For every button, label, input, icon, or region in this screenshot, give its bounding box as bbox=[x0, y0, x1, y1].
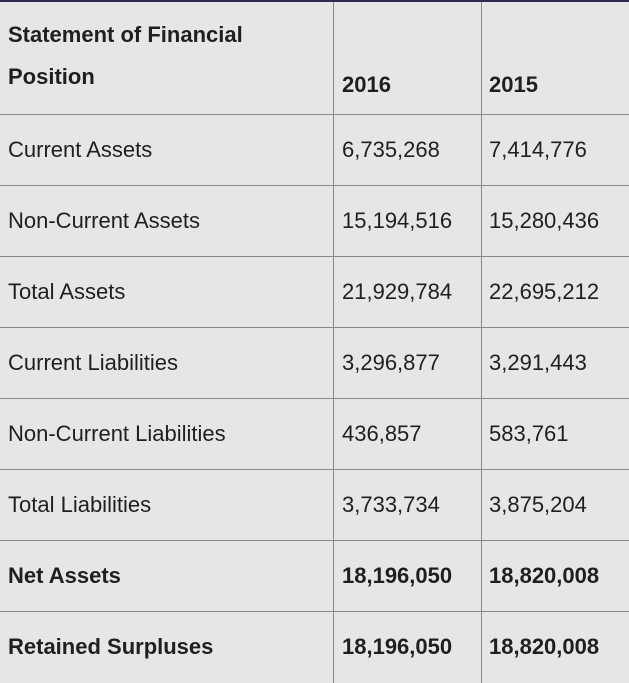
header-2016: 2016 bbox=[334, 2, 482, 114]
table-row: Non-Current Assets 15,194,516 15,280,436 bbox=[0, 186, 629, 257]
table-row: Total Assets 21,929,784 22,695,212 bbox=[0, 257, 629, 328]
cell-2015: 3,291,443 bbox=[489, 349, 587, 375]
row-label: Total Assets bbox=[0, 257, 334, 327]
cell-2015: 583,761 bbox=[489, 420, 569, 446]
cell-2016: 6,735,268 bbox=[334, 115, 482, 185]
cell-2016: 15,194,516 bbox=[334, 186, 482, 256]
cell-2015: 18,820,008 bbox=[489, 562, 600, 588]
row-label: Non-Current Liabilities bbox=[0, 399, 334, 469]
row-label: Total Liabilities bbox=[0, 470, 334, 540]
table-row-net-assets: Net Assets 18,196,050 18,820,008 bbox=[0, 541, 629, 612]
cell-2016: 3,733,734 bbox=[334, 470, 482, 540]
table-row-retained-surpluses: Retained Surpluses 18,196,050 18,820,008 bbox=[0, 612, 629, 683]
header-statement-label: Statement of Financial Position bbox=[0, 2, 334, 114]
cell-2015: 15,280,436 bbox=[489, 207, 600, 233]
row-label: Net Assets bbox=[0, 541, 334, 611]
cell-2015: 18,820,008 bbox=[489, 634, 600, 660]
cell-2016: 3,296,877 bbox=[334, 328, 482, 398]
cell-2016: 21,929,784 bbox=[334, 257, 482, 327]
cell-2015: 3,875,204 bbox=[489, 491, 587, 517]
row-label: Current Liabilities bbox=[0, 328, 334, 398]
cell-2015: 22,695,212 bbox=[489, 278, 600, 304]
table-row: Current Assets 6,735,268 7,414,776 bbox=[0, 115, 629, 186]
header-2015: 2015 bbox=[489, 71, 538, 97]
cell-2015: 7,414,776 bbox=[489, 136, 587, 162]
cell-2016: 18,196,050 bbox=[334, 541, 482, 611]
cell-2016: 18,196,050 bbox=[334, 612, 482, 683]
table-row: Total Liabilities 3,733,734 3,875,204 bbox=[0, 470, 629, 541]
table-header-row: Statement of Financial Position 2016 201… bbox=[0, 2, 629, 115]
table-row: Non-Current Liabilities 436,857 583,761 bbox=[0, 399, 629, 470]
row-label: Non-Current Assets bbox=[0, 186, 334, 256]
cell-2016: 436,857 bbox=[334, 399, 482, 469]
row-label: Retained Surpluses bbox=[0, 612, 334, 683]
table-row: Current Liabilities 3,296,877 3,291,443 bbox=[0, 328, 629, 399]
row-label: Current Assets bbox=[0, 115, 334, 185]
